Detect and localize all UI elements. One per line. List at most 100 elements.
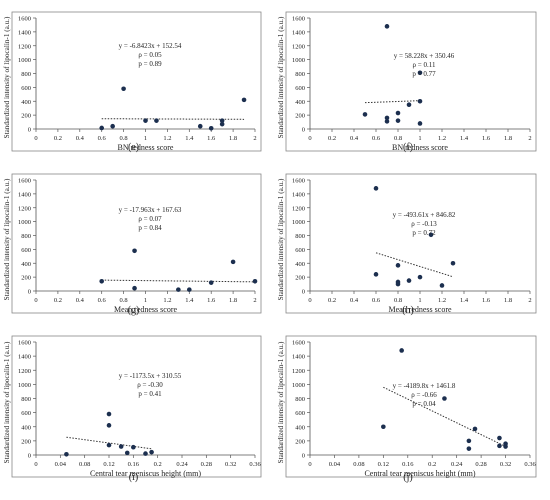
x-axis-label: Mean redness score [114, 305, 178, 314]
y-tick-label: 1400 [292, 191, 305, 198]
data-point [406, 278, 412, 283]
y-tick-label: 400 [295, 424, 305, 431]
y-tick-label: 400 [295, 261, 305, 268]
y-tick-label: 200 [295, 275, 305, 282]
y-axis-label: Standardized intensity of lipocalin-1 (a… [3, 16, 11, 138]
y-axis-label: Standardized intensity of lipocalin-1 (a… [3, 178, 11, 300]
y-tick-label: 600 [21, 247, 31, 254]
y-tick-label: 800 [21, 396, 31, 403]
x-tick-label: 0.6 [98, 297, 107, 304]
y-tick-label: 800 [21, 233, 31, 240]
panel-label: (i) [129, 472, 138, 483]
regression-annotation: ρ = -0.66 [411, 391, 437, 399]
x-tick-label: 1.4 [185, 297, 194, 304]
y-tick-label: 600 [21, 410, 31, 417]
x-tick-label: 2 [253, 297, 256, 304]
x-axis-label: Central tear meniscus height (mm) [364, 469, 475, 478]
x-tick-label: 0.04 [329, 461, 341, 468]
x-tick-label: 1.2 [438, 135, 446, 142]
x-tick-label: 0.8 [394, 135, 402, 142]
data-point [106, 442, 112, 448]
y-tick-label: 400 [21, 424, 31, 431]
y-tick-label: 1600 [292, 178, 305, 185]
data-point [154, 118, 159, 123]
x-tick-label: 0.2 [54, 135, 62, 142]
data-point [149, 449, 154, 455]
x-tick-label: 0.2 [154, 461, 162, 468]
data-point [99, 125, 104, 131]
x-tick-label: 0.16 [402, 461, 414, 468]
x-tick-label: 1.4 [460, 135, 469, 142]
x-tick-label: 1.2 [438, 297, 446, 304]
y-tick-label: 0 [302, 127, 305, 134]
y-tick-label: 200 [295, 438, 305, 445]
x-tick-label: 0.8 [120, 297, 128, 304]
y-axis-label: Standardized intensity of lipocalin-1 (a… [277, 341, 285, 463]
y-tick-label: 800 [295, 233, 305, 240]
data-point [362, 112, 368, 117]
y-tick-label: 200 [21, 275, 31, 282]
regression-annotation: y = -1173.5x + 310.55 [119, 372, 182, 380]
regression-annotation: p = 0.04 [412, 400, 436, 408]
trendline [101, 279, 256, 283]
x-axis-label: BN redness score [118, 143, 174, 152]
data-point [219, 118, 225, 123]
x-tick-label: 0.36 [249, 461, 261, 468]
data-point [503, 444, 508, 449]
regression-annotation: p = 0.41 [138, 390, 162, 398]
regression-annotation: p = 0.72 [412, 229, 436, 237]
x-tick-label: 0 [308, 135, 311, 142]
x-tick-label: 1.6 [482, 297, 491, 304]
y-tick-label: 1600 [292, 340, 305, 347]
x-tick-label: 0.12 [378, 461, 389, 468]
y-axis-label: Standardized intensity of lipocalin-1 (a… [277, 178, 285, 300]
x-axis-label: Central tear meniscus height (mm) [90, 469, 201, 478]
y-tick-label: 1400 [18, 354, 31, 361]
regression-annotation: p = 0.84 [138, 224, 162, 232]
x-tick-label: 0.2 [328, 135, 336, 142]
x-tick-label: 0.2 [428, 461, 436, 468]
data-point [439, 283, 445, 288]
y-tick-label: 1400 [18, 29, 31, 36]
y-tick-label: 1400 [292, 354, 305, 361]
x-tick-label: 0.4 [350, 135, 359, 142]
data-point [497, 435, 502, 441]
x-tick-label: 0.6 [98, 135, 107, 142]
regression-annotation: ρ = 0.07 [138, 215, 162, 223]
data-point [106, 423, 112, 428]
y-tick-label: 400 [21, 261, 31, 268]
x-tick-label: 1 [144, 297, 147, 304]
x-tick-label: 2 [253, 135, 256, 142]
data-point [384, 24, 390, 29]
y-tick-label: 1200 [292, 43, 305, 50]
x-tick-label: 0.36 [524, 461, 536, 468]
data-point [219, 121, 225, 127]
data-point [124, 450, 130, 456]
y-tick-label: 1000 [18, 57, 31, 64]
x-tick-label: 0 [308, 461, 311, 468]
x-tick-label: 0.8 [394, 297, 402, 304]
x-tick-label: 0.08 [353, 461, 364, 468]
y-tick-label: 200 [21, 113, 31, 120]
y-tick-label: 1000 [292, 382, 305, 389]
y-tick-label: 1200 [18, 368, 31, 375]
trendline [364, 100, 421, 104]
data-point [132, 248, 137, 254]
y-tick-label: 1400 [292, 29, 305, 36]
x-tick-label: 1 [418, 297, 421, 304]
data-point [176, 287, 181, 292]
x-tick-label: 0.16 [128, 461, 140, 468]
y-tick-label: 1000 [292, 57, 305, 64]
data-point [197, 123, 203, 129]
regression-annotation: y = -17.963x + 167.63 [119, 206, 182, 214]
data-point [241, 97, 247, 103]
x-tick-label: 1.6 [207, 135, 216, 142]
y-tick-label: 0 [28, 453, 31, 460]
panel-e: 0 200 400 600 800 1000 1200 1400 1600 0 0.2 0.4 0.6 0… [3, 11, 262, 153]
panel-frame [285, 335, 537, 478]
data-point [406, 102, 412, 108]
regression-annotation: ρ = -0.13 [411, 220, 437, 228]
data-point [373, 272, 379, 277]
x-tick-label: 0 [308, 297, 311, 304]
y-tick-label: 0 [28, 289, 31, 296]
